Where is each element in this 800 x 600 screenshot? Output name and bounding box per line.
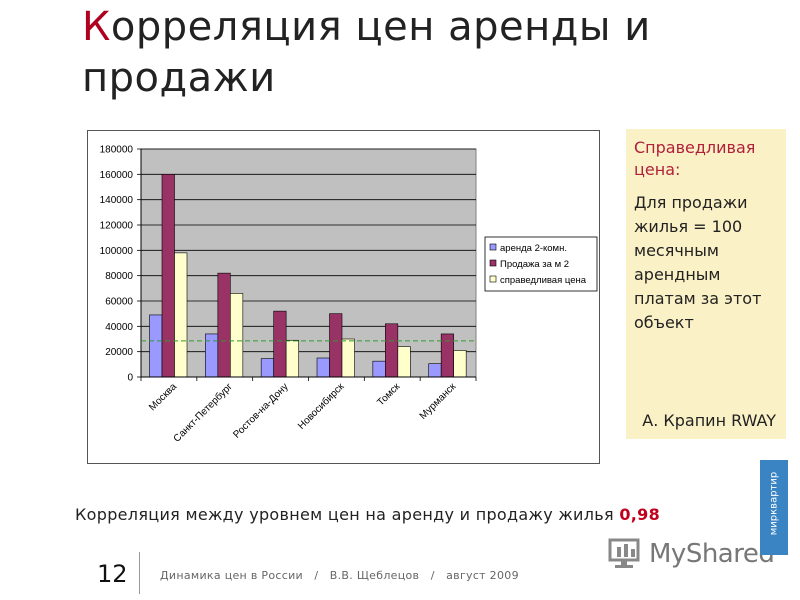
bar: [316, 357, 330, 378]
bar: [329, 313, 343, 378]
bar: [385, 323, 399, 378]
myshared-icon: [608, 538, 640, 568]
y-tick-label: 180000: [100, 145, 134, 156]
x-tick-label: Томск: [375, 381, 402, 408]
bar: [174, 252, 188, 378]
correlation-value: 0,98: [619, 505, 661, 524]
logo-tab-text: мирквартир: [768, 471, 780, 536]
y-tick-label: 20000: [105, 347, 133, 358]
slide-title: Корреляция цен аренды и продажи: [82, 2, 702, 104]
legend-swatch: [489, 243, 497, 251]
bar: [341, 338, 355, 378]
bar: [273, 310, 287, 378]
x-tick-label: Мурманск: [418, 381, 459, 422]
y-tick-label: 80000: [105, 271, 133, 282]
bar: [397, 346, 411, 378]
bar: [161, 174, 175, 378]
bar: [230, 293, 244, 378]
bar: [428, 363, 442, 378]
y-tick-label: 160000: [100, 170, 134, 181]
legend-swatch: [489, 259, 497, 267]
footer-divider: [139, 552, 140, 594]
correlation-line: Корреляция между уровнем цен на аренду и…: [75, 505, 660, 524]
legend-swatch: [489, 275, 497, 283]
y-tick-label: 120000: [100, 221, 134, 232]
legend-label: справедливая цена: [500, 275, 587, 286]
correlation-text: Корреляция между уровнем цен на аренду и…: [75, 505, 614, 524]
chart-frame: 0 20000 40000 60000 80000 100000 120000 140000 1…: [87, 130, 600, 464]
bar: [217, 272, 231, 378]
page-number: 12: [97, 560, 128, 588]
bar: [372, 360, 386, 378]
fair-price-box: Справедливая цена: Для продажи жилья = 1…: [626, 129, 786, 439]
title-first-letter: К: [82, 4, 111, 50]
bar-chart: 0 20000 40000 60000 80000 100000 120000 140000 1…: [100, 145, 598, 445]
fair-price-heading: Справедливая цена:: [634, 138, 756, 179]
mirkvartir-logo: мирквартир: [760, 460, 788, 555]
y-tick-label: 100000: [100, 246, 134, 257]
bar: [440, 333, 454, 378]
x-tick-label: Ростов-на-Дону: [231, 381, 290, 440]
bar: [260, 358, 274, 378]
x-tick-label: Москва: [147, 381, 179, 413]
legend: [484, 236, 598, 292]
myshared-text: MyShared: [649, 539, 775, 569]
legend-label: аренда 2-комн.: [500, 243, 567, 254]
legend-label: Продажа за м 2: [500, 259, 569, 270]
y-tick-label: 0: [127, 373, 133, 384]
bar: [149, 314, 163, 378]
bar: [285, 339, 299, 378]
y-tick-label: 140000: [100, 195, 134, 206]
bar: [205, 333, 219, 378]
title-rest: орреляция цен аренды и продажи: [82, 4, 651, 101]
x-tick-label: Новосибирск: [295, 380, 347, 432]
myshared-watermark: MyShared: [607, 537, 775, 571]
y-tick-label: 60000: [105, 297, 133, 308]
fair-price-author: А. Крапин RWAY: [642, 411, 776, 430]
x-tick-label: Санкт-Петербург: [171, 380, 235, 444]
bar: [453, 350, 467, 378]
plot-area: [140, 148, 477, 378]
footer-text: Динамика цен в России / В.В. Щеблецов / …: [160, 569, 519, 582]
fair-price-body: Для продажи жилья = 100 месячным арендны…: [634, 193, 762, 332]
y-tick-label: 40000: [105, 322, 133, 333]
